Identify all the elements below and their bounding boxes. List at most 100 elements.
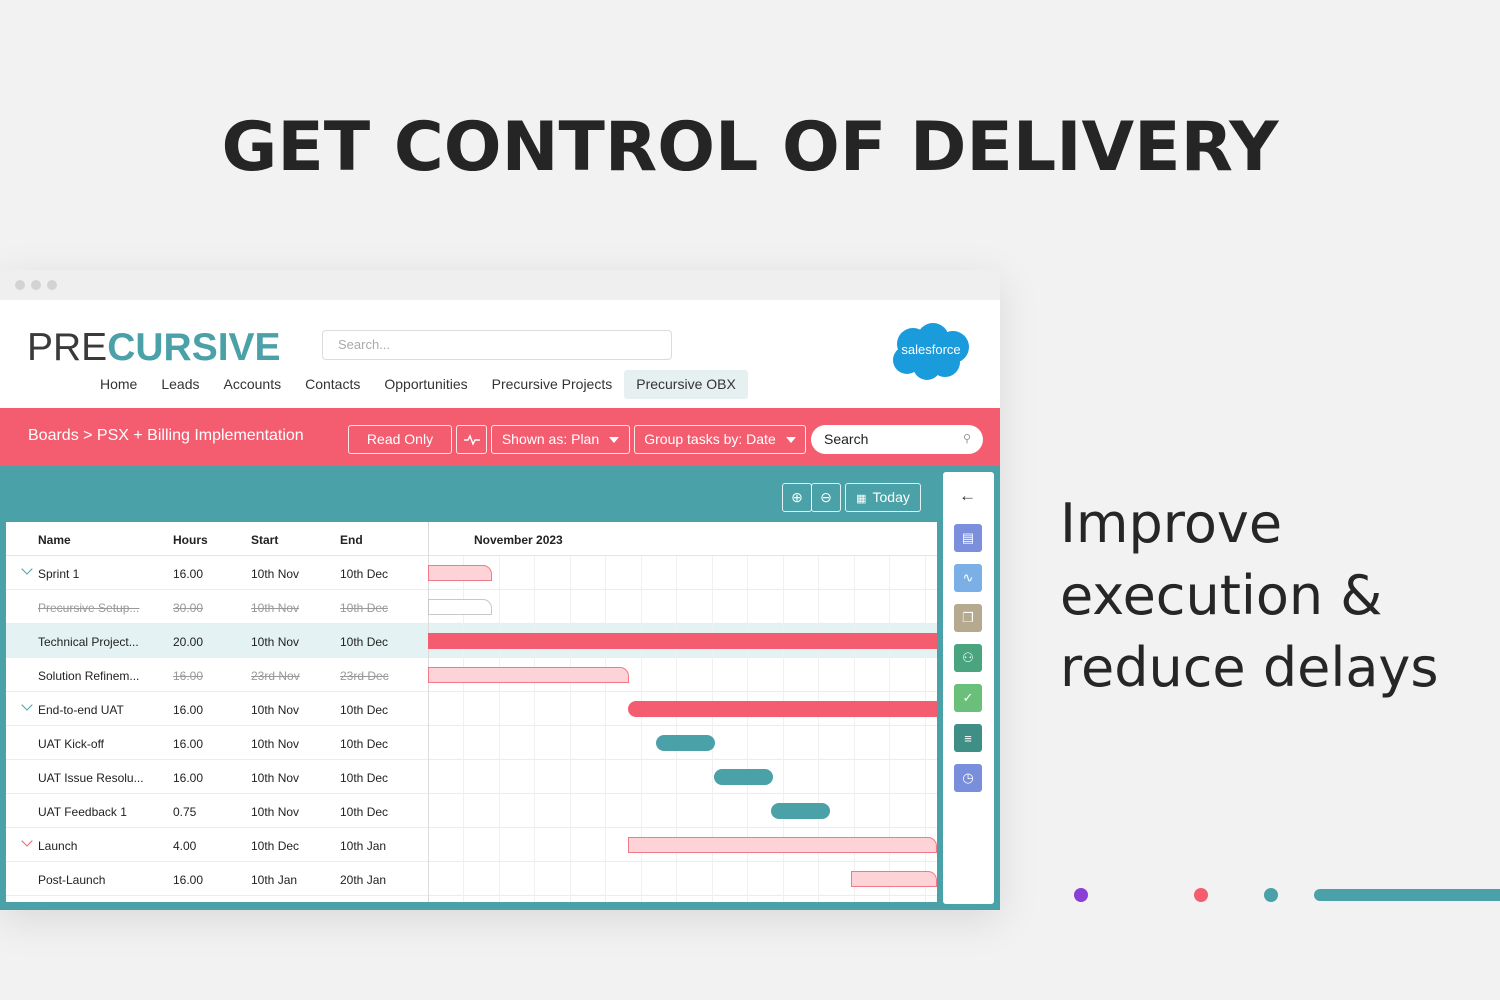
column-header-end[interactable]: End xyxy=(340,533,363,547)
search-icon[interactable]: ⚲ xyxy=(962,433,971,445)
decor-dot-purple xyxy=(1074,888,1088,902)
cell-end: 10th Dec xyxy=(340,805,389,819)
clipboard-icon[interactable]: ❐ xyxy=(954,604,982,632)
global-search-input[interactable]: Search... xyxy=(322,330,672,360)
board-search-input[interactable]: Search ⚲ xyxy=(811,425,983,454)
cell-start: 10th Dec xyxy=(251,839,300,853)
column-header-hours[interactable]: Hours xyxy=(173,533,208,547)
cell-end: 10th Dec xyxy=(340,635,389,649)
chevron-down-icon[interactable] xyxy=(21,835,33,847)
task-bar[interactable] xyxy=(656,735,715,751)
timeline-gridline xyxy=(463,556,464,902)
group-row[interactable]: Sprint 1 16.00 10th Nov 10th Dec xyxy=(6,556,937,590)
logo-cursive-text: CURSIVE xyxy=(107,326,281,369)
task-bar-planned[interactable] xyxy=(428,667,629,683)
cell-start: 10th Nov xyxy=(251,805,300,819)
logo-pre-text: PRE xyxy=(27,326,108,369)
column-header-start[interactable]: Start xyxy=(251,533,279,547)
app-window: PRECURSIVE Search... Home Leads Accounts… xyxy=(0,270,1000,910)
sprint-bar[interactable] xyxy=(428,565,492,581)
cell-start: 10th Nov xyxy=(251,703,300,717)
zoom-in-icon: ⊕ xyxy=(791,489,803,505)
nav-item-opportunities[interactable]: Opportunities xyxy=(384,376,468,392)
cell-start: 10th Nov xyxy=(251,601,300,615)
card-icon[interactable]: ▤ xyxy=(954,524,982,552)
uat-bar[interactable] xyxy=(628,701,937,717)
back-arrow-icon[interactable]: ← xyxy=(959,486,976,505)
post-launch-bar[interactable] xyxy=(851,871,937,887)
today-label: Today xyxy=(872,489,910,505)
nav-item-precursive-obx[interactable]: Precursive OBX xyxy=(624,370,748,399)
task-bar-completed[interactable] xyxy=(428,599,492,615)
read-only-button[interactable]: Read Only xyxy=(348,425,452,454)
cell-hours: 20.00 xyxy=(173,635,204,649)
timeline-gridline xyxy=(712,556,713,902)
timeline-gridline xyxy=(605,556,606,902)
gantt-header: Name Hours Start End November 2023 xyxy=(6,522,937,556)
activity-button[interactable] xyxy=(456,425,487,454)
timeline-gridline xyxy=(818,556,819,902)
activity-icon[interactable]: ∿ xyxy=(954,564,982,592)
timeline-gridline xyxy=(676,556,677,902)
people-icon[interactable]: ⚇ xyxy=(954,644,982,672)
nav-item-precursive-projects[interactable]: Precursive Projects xyxy=(491,376,613,392)
cell-hours: 16.00 xyxy=(173,737,204,751)
decor-dot-pink xyxy=(1194,888,1208,902)
timeline-gridline xyxy=(925,556,926,902)
chevron-down-icon[interactable] xyxy=(21,563,33,575)
nav-item-leads[interactable]: Leads xyxy=(161,376,200,392)
nav-item-home[interactable]: Home xyxy=(100,376,138,392)
gantt-chart: Name Hours Start End November 2023 Sprin… xyxy=(6,522,937,902)
cell-name: Precursive Setup... xyxy=(38,601,140,615)
shown-as-label: Shown as: Plan xyxy=(501,431,600,447)
cell-end: 23rd Dec xyxy=(340,669,389,683)
cell-hours: 30.00 xyxy=(173,601,204,615)
board-search-text: Search xyxy=(824,431,869,447)
task-row[interactable]: UAT Feedback 1 0.75 10th Nov 10th Dec xyxy=(6,794,937,828)
task-row[interactable]: Precursive Setup... 30.00 10th Nov 10th Dec xyxy=(6,590,937,624)
nav-item-accounts[interactable]: Accounts xyxy=(223,376,282,392)
tagline: Improve execution & reduce delays xyxy=(1060,488,1480,704)
cell-start: 10th Nov xyxy=(251,737,300,751)
timeline-gridline xyxy=(570,556,571,902)
timeline-gridline xyxy=(854,556,855,902)
cell-start: 10th Nov xyxy=(251,771,300,785)
zoom-in-button[interactable]: ⊕ xyxy=(782,483,812,512)
cell-name: End-to-end UAT xyxy=(38,703,124,717)
cell-end: 10th Dec xyxy=(340,771,389,785)
nav-item-contacts[interactable]: Contacts xyxy=(305,376,361,392)
column-divider[interactable] xyxy=(428,522,429,902)
cell-name: Launch xyxy=(38,839,78,853)
cell-hours: 16.00 xyxy=(173,771,204,785)
task-bar[interactable] xyxy=(714,769,773,785)
cell-end: 20th Jan xyxy=(340,873,387,887)
task-row[interactable]: UAT Issue Resolu... 16.00 10th Nov 10th Dec xyxy=(6,760,937,794)
column-header-name[interactable]: Name xyxy=(38,533,71,547)
group-row[interactable]: End-to-end UAT 16.00 10th Nov 10th Dec xyxy=(6,692,937,726)
gantt-board: ⊕ ⊖ ▦ Today Name Hours Start End November… xyxy=(0,466,1000,910)
task-row[interactable]: UAT Kick-off 16.00 10th Nov 10th Dec xyxy=(6,726,937,760)
check-icon[interactable]: ✓ xyxy=(954,684,982,712)
today-button[interactable]: ▦ Today xyxy=(845,483,921,512)
list-icon[interactable]: ≡ xyxy=(954,724,982,752)
task-bar[interactable] xyxy=(771,803,830,819)
breadcrumb[interactable]: Boards > PSX + Billing Implementation xyxy=(28,427,304,444)
group-tasks-dropdown[interactable]: Group tasks by: Date xyxy=(634,425,806,454)
task-row[interactable]: Solution Refinem... 16.00 23rd Nov 23rd Dec xyxy=(6,658,937,692)
shown-as-dropdown[interactable]: Shown as: Plan xyxy=(491,425,630,454)
salesforce-logo-text: salesforce xyxy=(901,342,960,357)
task-bar[interactable] xyxy=(428,633,937,649)
group-row[interactable]: Launch 4.00 10th Dec 10th Jan xyxy=(6,828,937,862)
zoom-out-button[interactable]: ⊖ xyxy=(811,483,841,512)
cell-name: Post-Launch xyxy=(38,873,106,887)
task-row[interactable]: Post-Launch 16.00 10th Jan 20th Jan xyxy=(6,862,937,896)
cell-name: UAT Kick-off xyxy=(38,737,105,751)
launch-bar[interactable] xyxy=(628,837,937,853)
calendar-icon: ▦ xyxy=(856,493,867,505)
clock-icon[interactable]: ◷ xyxy=(954,764,982,792)
cell-start: 10th Nov xyxy=(251,567,300,581)
cell-hours: 4.00 xyxy=(173,839,197,853)
precursive-logo[interactable]: PRECURSIVE xyxy=(27,326,281,370)
chevron-down-icon[interactable] xyxy=(21,699,33,711)
cell-end: 10th Dec xyxy=(340,601,389,615)
